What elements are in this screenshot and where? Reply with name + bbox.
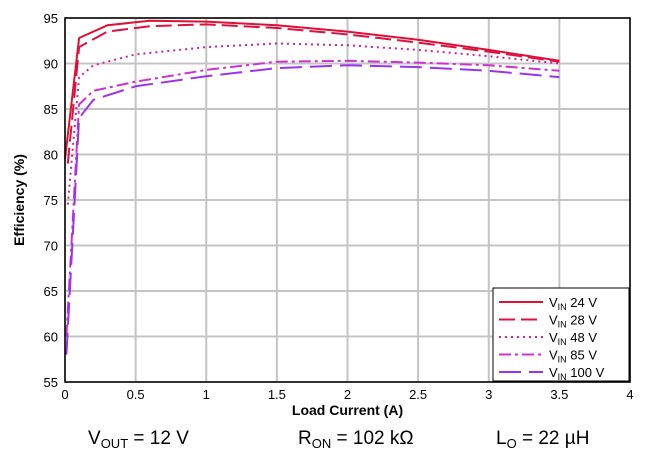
condition-ron-value: = 102 kΩ	[331, 428, 414, 449]
legend-label-3: VIN 85 V	[549, 348, 597, 365]
series-line-0	[64, 19, 560, 160]
x-axis-label: Load Current (A)	[292, 402, 403, 418]
series-line-4	[65, 64, 560, 355]
x-tick-label: 0	[61, 387, 68, 402]
x-tick-label: 3.5	[550, 387, 568, 402]
series-group	[64, 19, 560, 355]
tick-labels: 0 0.5 1 1.5 2 2.5 3 3.5 4 55 60 65 70 75 80 85 90 95	[44, 11, 634, 402]
condition-lo-value: = 22 µH	[516, 428, 590, 449]
condition-ron: RON = 102 kΩ	[298, 428, 414, 451]
y-tick-label: 70	[44, 239, 58, 254]
y-axis-label: Efficiency (%)	[11, 154, 27, 246]
legend-label-2: VIN 48 V	[549, 330, 597, 347]
condition-lo-symbol: L	[496, 428, 507, 449]
condition-ron-subscript: ON	[311, 436, 332, 451]
series-line-1	[66, 23, 560, 164]
series-line-2	[66, 42, 560, 205]
condition-vout: VOUT = 12 V	[88, 428, 189, 451]
y-tick-label: 85	[44, 102, 58, 117]
y-tick-label: 65	[44, 284, 58, 299]
legend-label-1: VIN 28 V	[549, 313, 597, 330]
x-tick-label: 2.5	[409, 387, 427, 402]
series-line-3	[65, 59, 560, 337]
legend-label-4: VIN 100 V	[549, 365, 605, 382]
x-tick-label: 0.5	[127, 387, 145, 402]
y-tick-label: 60	[44, 330, 58, 345]
y-tick-label: 55	[44, 375, 58, 390]
x-tick-label: 1.5	[268, 387, 286, 402]
x-tick-label: 2	[344, 387, 351, 402]
y-tick-label: 80	[44, 148, 58, 163]
legend-label-0: VIN 24 V	[549, 295, 597, 312]
y-tick-label: 95	[44, 11, 58, 26]
x-tick-label: 3	[485, 387, 492, 402]
legend-box	[492, 287, 630, 382]
x-tick-label: 1	[203, 387, 210, 402]
condition-lo: LO = 22 µH	[496, 428, 589, 451]
condition-vout-subscript: OUT	[100, 436, 129, 451]
x-tick-label: 4	[626, 387, 633, 402]
y-tick-label: 90	[44, 57, 58, 72]
condition-lo-subscript: O	[506, 436, 517, 451]
condition-vout-value: = 12 V	[128, 428, 189, 449]
plot-frame	[64, 17, 631, 383]
condition-ron-symbol: R	[298, 428, 312, 449]
condition-vout-symbol: V	[88, 428, 101, 449]
y-tick-label: 75	[44, 193, 58, 208]
